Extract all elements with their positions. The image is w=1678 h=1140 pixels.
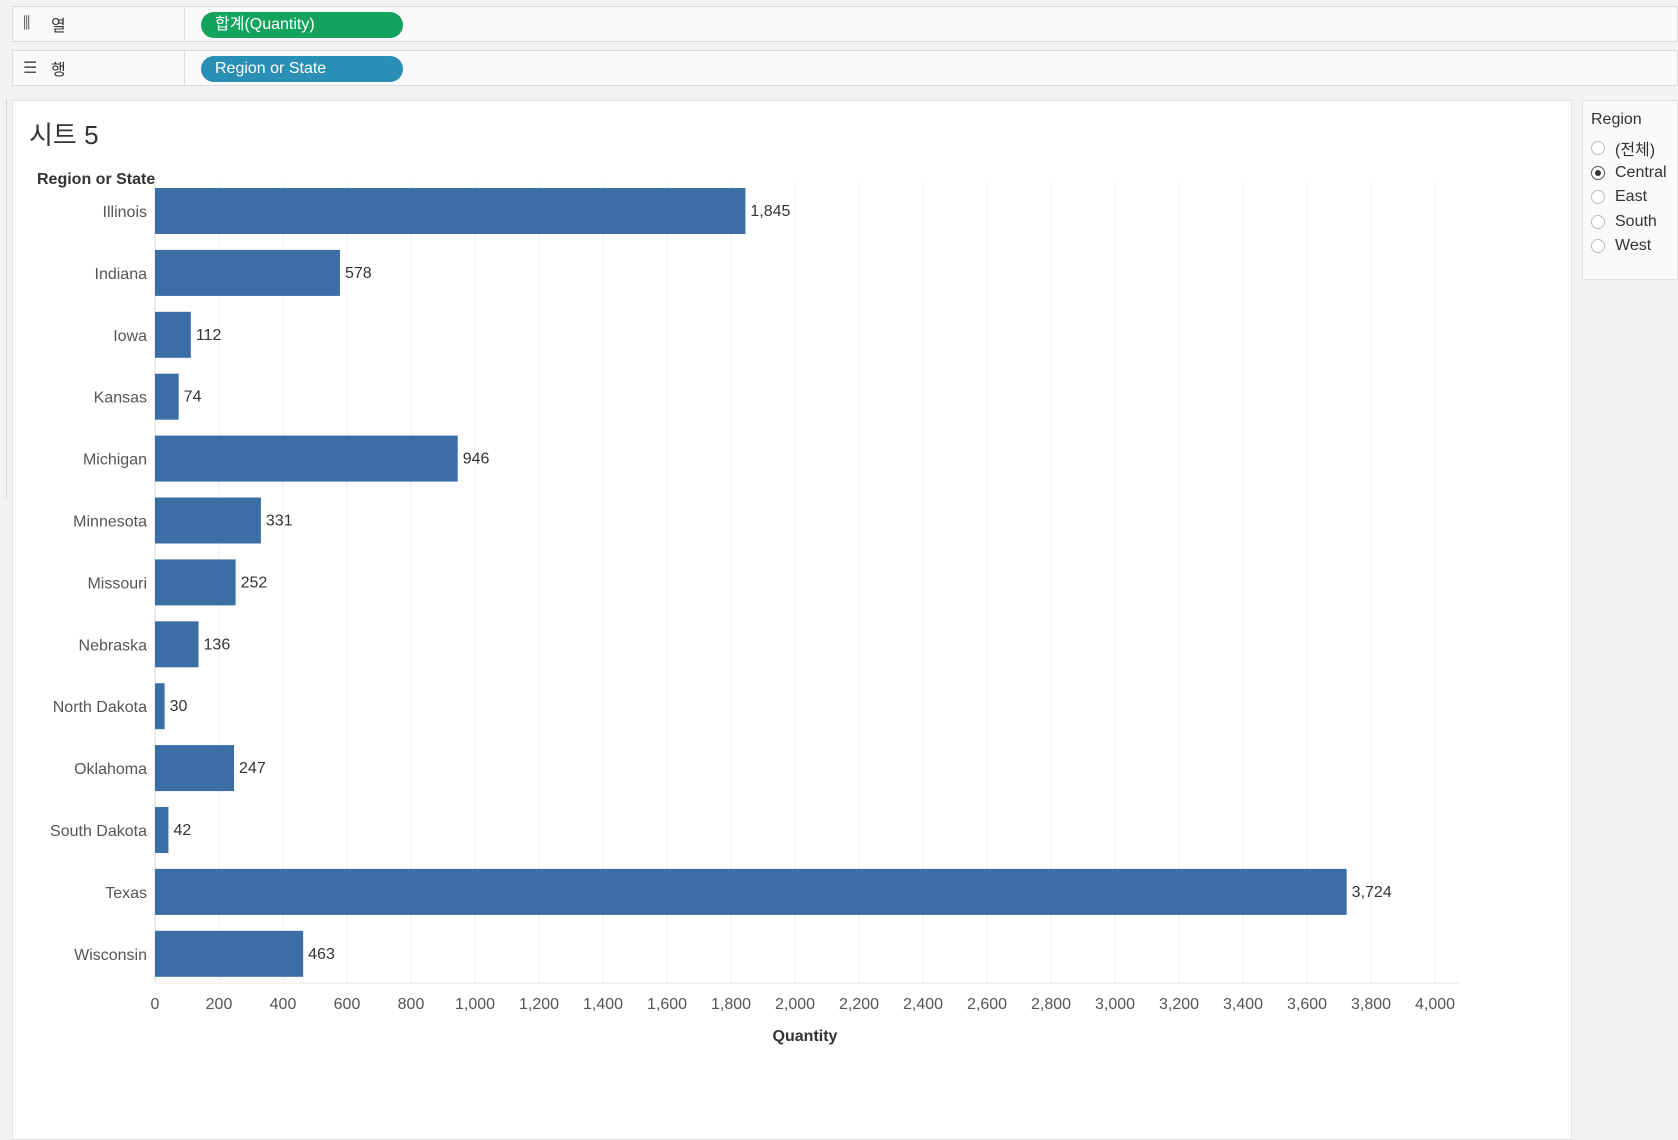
rows-shelf-label-area: ☰ 행 <box>13 51 185 85</box>
region-option-label: Central <box>1615 163 1667 181</box>
region-option-label: South <box>1615 212 1657 230</box>
x-tick-label: 2,600 <box>967 996 1007 1013</box>
rows-shelf-label: 행 <box>51 62 66 79</box>
data-label: 463 <box>308 946 335 963</box>
bar-south-dakota[interactable] <box>155 807 169 853</box>
rows-pill-region-or-state[interactable]: Region or State <box>201 56 403 82</box>
x-tick-label: 1,400 <box>583 996 623 1013</box>
bar-illinois[interactable] <box>155 188 746 234</box>
x-tick-label: 3,400 <box>1223 996 1263 1013</box>
category-label[interactable]: Minnesota <box>73 514 147 531</box>
data-label: 578 <box>345 265 372 282</box>
x-tick-label: 2,200 <box>839 996 879 1013</box>
category-label[interactable]: North Dakota <box>53 699 147 716</box>
category-label[interactable]: Wisconsin <box>74 947 147 964</box>
category-label[interactable]: Illinois <box>103 204 147 221</box>
data-label: 42 <box>173 822 191 839</box>
bar-minnesota[interactable] <box>155 497 261 544</box>
data-label: 30 <box>170 698 188 715</box>
radio-unchecked-icon[interactable] <box>1591 239 1605 253</box>
x-tick-label: 2,400 <box>903 996 943 1013</box>
x-tick-label: 3,000 <box>1095 996 1135 1013</box>
columns-icon: ⫼ <box>23 15 31 32</box>
x-tick-label: 1,600 <box>647 996 687 1013</box>
columns-pill-quantity[interactable]: 합계(Quantity) <box>201 12 403 38</box>
x-tick-label: 2,800 <box>1031 996 1071 1013</box>
columns-shelf[interactable]: ⫼ 열 합계(Quantity) <box>12 6 1678 42</box>
bar-oklahoma[interactable] <box>155 745 235 792</box>
x-tick-label: 2,000 <box>775 996 815 1013</box>
bar-missouri[interactable] <box>155 559 236 606</box>
region-option-all[interactable]: (전체) <box>1591 137 1655 159</box>
category-label[interactable]: Missouri <box>87 575 147 592</box>
bar-kansas[interactable] <box>155 373 179 420</box>
data-label: 247 <box>239 760 266 777</box>
region-option-west[interactable]: West <box>1591 235 1651 257</box>
x-tick-label: 1,200 <box>519 996 559 1013</box>
region-filter: Region (전체) Central East South West <box>1582 100 1678 280</box>
x-axis-title[interactable]: Quantity <box>773 1028 838 1045</box>
data-label: 74 <box>184 389 202 406</box>
bar-iowa[interactable] <box>155 311 191 358</box>
x-tick-label: 0 <box>151 996 160 1013</box>
category-label[interactable]: Kansas <box>94 390 147 407</box>
rows-shelf[interactable]: ☰ 행 Region or State <box>12 50 1678 86</box>
bar-north-dakota[interactable] <box>155 683 165 730</box>
columns-shelf-label-area: ⫼ 열 <box>13 7 185 41</box>
sheet-title: 시트 5 <box>29 120 99 150</box>
radio-unchecked-icon[interactable] <box>1591 190 1605 204</box>
region-option-label: West <box>1615 237 1652 254</box>
x-tick-label: 200 <box>206 996 233 1013</box>
category-label[interactable]: Indiana <box>95 266 148 283</box>
data-label: 946 <box>463 451 490 468</box>
x-tick-label: 1,000 <box>455 996 495 1013</box>
x-tick-label: 3,800 <box>1351 996 1391 1013</box>
bar-indiana[interactable] <box>155 249 340 296</box>
category-label[interactable]: South Dakota <box>50 823 147 840</box>
category-label[interactable]: Michigan <box>83 452 147 469</box>
data-label: 112 <box>196 327 222 344</box>
data-label: 252 <box>241 574 268 591</box>
region-filter-title: Region <box>1591 111 1642 128</box>
data-label: 331 <box>266 513 293 530</box>
x-tick-label: 1,800 <box>711 996 751 1013</box>
radio-unchecked-icon[interactable] <box>1591 214 1605 229</box>
data-label: 1,845 <box>750 203 790 220</box>
category-label[interactable]: Iowa <box>113 328 147 345</box>
x-tick-label: 400 <box>270 996 297 1013</box>
row-header[interactable]: Region or State <box>37 171 156 188</box>
region-option-label: East <box>1615 188 1648 205</box>
region-option-south[interactable]: South <box>1591 211 1657 233</box>
bar-michigan[interactable] <box>155 435 458 482</box>
radio-unchecked-icon[interactable] <box>1591 141 1605 155</box>
category-label[interactable]: Oklahoma <box>74 761 147 778</box>
data-label: 3,724 <box>1352 884 1392 901</box>
data-label: 136 <box>204 636 231 653</box>
bar-texas[interactable] <box>155 868 1347 915</box>
bar-wisconsin[interactable] <box>155 930 304 977</box>
left-panel-edge[interactable] <box>0 98 7 498</box>
x-tick-label: 4,000 <box>1415 996 1455 1013</box>
category-label[interactable]: Texas <box>105 885 147 902</box>
columns-shelf-label: 열 <box>51 18 66 35</box>
region-option-east[interactable]: East <box>1591 186 1647 208</box>
top-strip <box>0 0 1678 6</box>
radio-checked-icon[interactable] <box>1591 165 1605 180</box>
bar-chart: Illinois 1,845 Indiana 578 Iowa 112 Kansas 74 Mi… <box>50 181 1459 1045</box>
region-option-central[interactable]: Central <box>1591 162 1667 184</box>
worksheet-view: 시트 5 Region or State Illinois 1,845 Indian… <box>12 100 1572 1140</box>
category-label[interactable]: Nebraska <box>79 637 148 654</box>
region-option-label: (전체) <box>1615 142 1656 159</box>
x-tick-label: 3,200 <box>1159 996 1199 1013</box>
bar-nebraska[interactable] <box>155 621 199 668</box>
x-tick-label: 800 <box>398 996 425 1013</box>
x-tick-label: 600 <box>334 996 361 1013</box>
x-tick-label: 3,600 <box>1287 996 1327 1013</box>
rows-icon: ☰ <box>23 60 38 77</box>
